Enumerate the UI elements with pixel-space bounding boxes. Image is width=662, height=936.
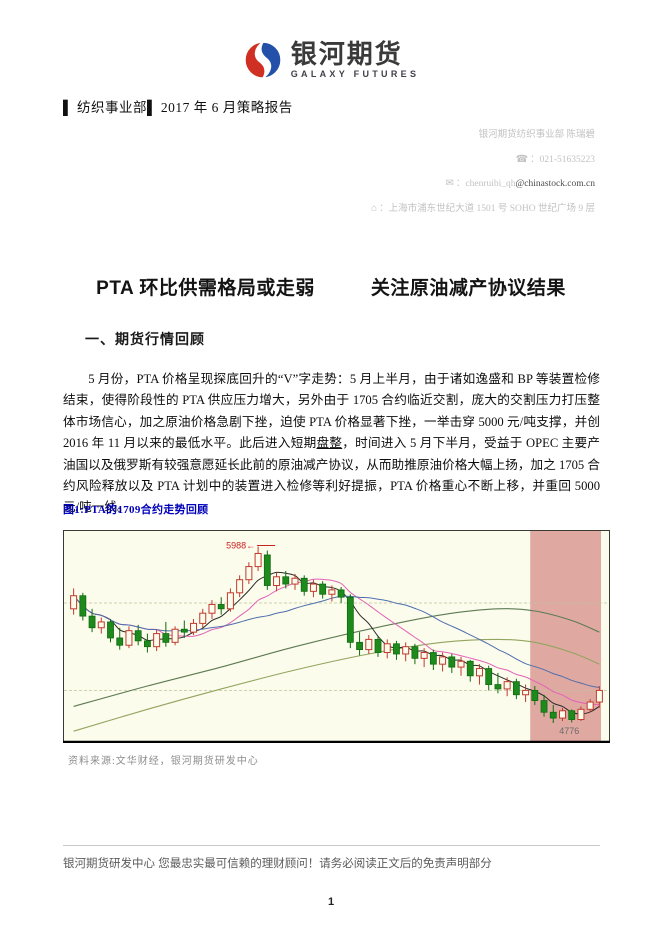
contact-address-line: ⌂ ：上海市浦东世纪大道 1501 号 SOHO 世纪广场 9 层 (371, 197, 595, 222)
logo-text: 银河期货 GALAXY FUTURES (291, 41, 420, 79)
building-icon: ⌂ (371, 202, 378, 214)
galaxy-swirl-icon (244, 41, 282, 79)
contact-block: 银河期货纺织事业部 陈瑞碧 ☎ ：021-51635223 ✉ ：chenruibi… (371, 123, 595, 221)
figure-caption: 图1:PTA的1709合约走势回顾 (63, 504, 209, 516)
footer-disclaimer: 银河期货研发中心 您最忠实最可信赖的理财顾问！请务必阅读正文后的免责声明部分 (63, 845, 600, 871)
paragraph-text-c: ，时间进入 5 月下半月，受益于 OPEC 主要产油国以及俄罗斯有较强意愿延长此… (63, 436, 601, 515)
contact-email-line: ✉ ：chenruibi_qh@chinastock.com.cn (371, 172, 596, 197)
paragraph-text-a: 5 月份，PTA 价格呈现探底回升的“V”字走势：5 月上半月，由于诸如逸盛和 … (63, 372, 600, 451)
paragraph-text-underlined: 盘整 (316, 436, 343, 451)
data-source-note: 资料来源:文华财经，银河期货研发中心 (68, 756, 259, 767)
report-title-left: PTA 环比供需格局或走弱 (96, 278, 315, 299)
company-logo: 银河期货 GALAXY FUTURES (0, 40, 662, 80)
envelope-icon: ✉ (445, 178, 454, 189)
contact-author: 银河期货纺织事业部 陈瑞碧 (478, 130, 595, 140)
page-number: 1 (327, 896, 335, 908)
report-title: PTA 环比供需格局或走弱 关注原油减产协议结果 (0, 273, 662, 300)
contact-phone-line: ☎ ：021-51635223 (371, 148, 595, 173)
department-line: ▌ 纺织事业部▌ 2017 年 6 月策略报告 (63, 100, 293, 115)
svg-text:4776: 4776 (559, 726, 579, 736)
logo-name-en: GALAXY FUTURES (290, 69, 420, 79)
email-domain: @chinastock.com.cn (515, 179, 595, 189)
report-title-right: 关注原油减产协议结果 (370, 278, 566, 299)
price-chart-svg: 5988← 4776 (63, 530, 610, 744)
section-heading: 一、期货行情回顾 (85, 331, 205, 347)
phone-icon: ☎ (515, 153, 529, 165)
candlestick-chart: 5988← 4776 (63, 530, 610, 744)
email-separator: ： (455, 179, 466, 189)
svg-text:5988←: 5988← (226, 540, 255, 550)
logo-name-cn: 银河期货 (290, 39, 403, 69)
email-user: chenruibi_qh (465, 179, 516, 189)
contact-phone: ：021-51635223 (530, 154, 595, 165)
contact-address: ：上海市浦东世纪大道 1501 号 SOHO 世纪广场 9 层 (379, 203, 595, 214)
body-paragraph: 5 月份，PTA 价格呈现探底回升的“V”字走势：5 月上半月，由于诸如逸盛和 … (63, 369, 600, 519)
